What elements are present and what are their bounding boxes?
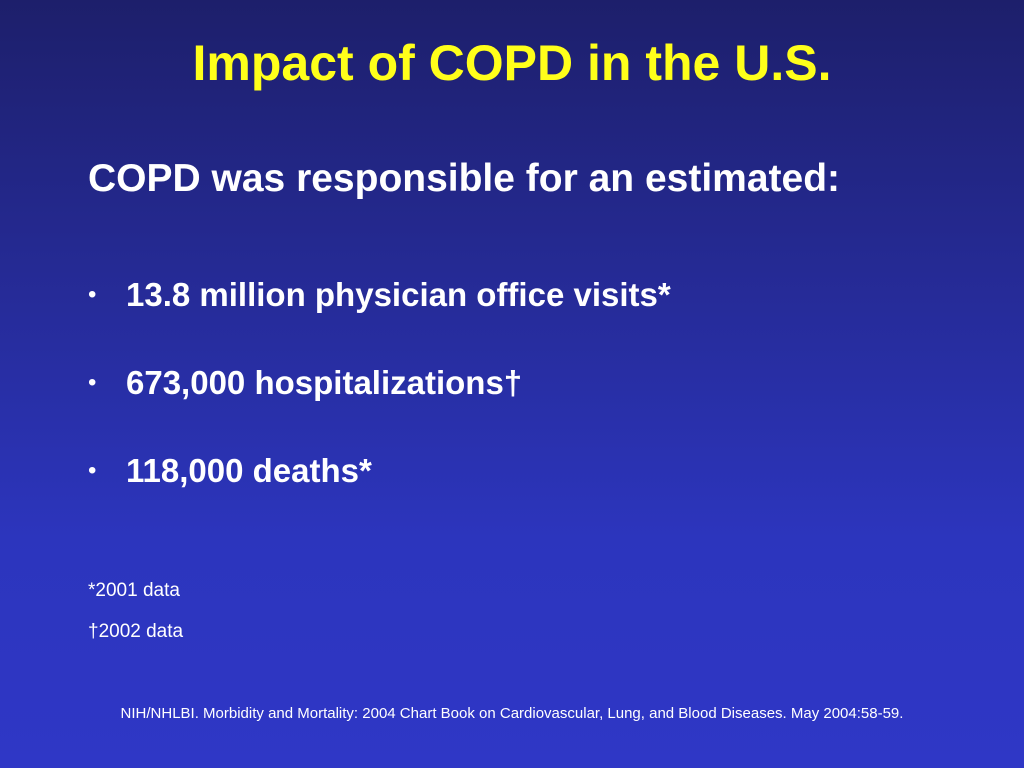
slide-title: Impact of COPD in the U.S. <box>192 35 832 91</box>
bullet-text: 13.8 million physician office visits* <box>126 276 671 313</box>
bullet-item-hospitalizations: • 673,000 hospitalizations† <box>88 360 671 406</box>
bullet-icon: • <box>88 457 97 484</box>
bullet-text: 673,000 hospitalizations† <box>126 364 523 401</box>
slide-subtitle: COPD was responsible for an estimated: <box>88 157 841 200</box>
bullet-icon: • <box>88 369 97 396</box>
source-citation: NIH/NHLBI. Morbidity and Mortality: 2004… <box>120 705 904 722</box>
footnote-2001: *2001 data <box>88 580 180 601</box>
bullet-item-office-visits: • 13.8 million physician office visits* <box>88 272 671 318</box>
footnote-2002: †2002 data <box>88 621 184 642</box>
bullet-icon: • <box>88 281 97 308</box>
bullet-item-deaths: • 118,000 deaths* <box>88 448 671 494</box>
bullet-list: • 13.8 million physician office visits* … <box>88 272 671 536</box>
bullet-text: 118,000 deaths* <box>126 452 372 489</box>
